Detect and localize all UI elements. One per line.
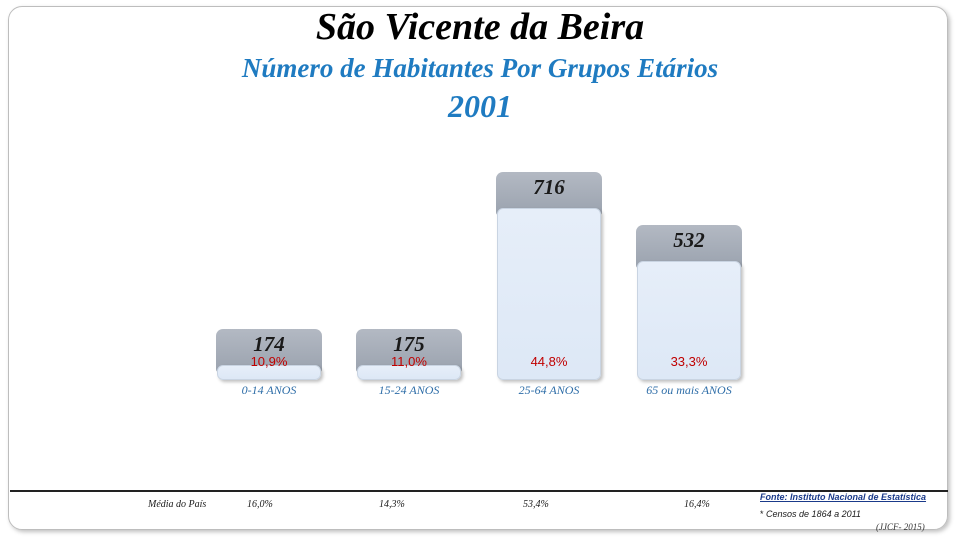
bar-percentage-label-4: 33,3% bbox=[670, 354, 708, 369]
chart-subtitle: Número de Habitantes Por Grupos Etários bbox=[241, 53, 719, 83]
author-credit: (JJCF- 2015) bbox=[876, 522, 925, 532]
bar-percentage-label-2: 11,0% bbox=[391, 354, 427, 369]
national-average-65-plus: 16,4% bbox=[684, 499, 710, 510]
source-note: Fonte: Instituto Nacional de Estatística bbox=[760, 492, 927, 502]
category-label-1: 0-14 ANOS bbox=[241, 383, 297, 397]
bar-percentage-label-3: 44,8% bbox=[530, 354, 568, 369]
chart-year: 2001 bbox=[448, 88, 512, 124]
category-label-2: 15-24 ANOS bbox=[378, 383, 440, 397]
national-average-label: Média do País bbox=[148, 499, 207, 510]
national-average-0-14: 16,0% bbox=[247, 499, 273, 510]
bar-value-label-1: 174 bbox=[253, 332, 285, 356]
bar-3 bbox=[497, 208, 601, 380]
footer-divider bbox=[10, 490, 948, 492]
census-text: Censos de 1864 a 2011 bbox=[766, 509, 861, 519]
bar-value-label-4: 532 bbox=[673, 228, 705, 252]
category-label-4: 65 ou mais ANOS bbox=[646, 383, 732, 397]
bar-1 bbox=[217, 365, 321, 380]
census-note: * Censos de 1864 a 2011 bbox=[760, 509, 861, 519]
slide-frame bbox=[8, 6, 948, 530]
national-average-25-64: 53,4% bbox=[523, 499, 549, 510]
bar-value-label-3: 716 bbox=[533, 175, 565, 199]
bar-percentage-label-1: 10,9% bbox=[250, 354, 288, 369]
bar-4 bbox=[637, 261, 741, 380]
census-star: * bbox=[760, 509, 764, 519]
bar-2 bbox=[357, 365, 461, 380]
national-average-15-24: 14,3% bbox=[379, 499, 405, 510]
chart-title: São Vicente da Beira bbox=[315, 6, 645, 48]
category-label-3: 25-64 ANOS bbox=[518, 383, 580, 397]
bar-value-label-2: 175 bbox=[393, 332, 425, 356]
